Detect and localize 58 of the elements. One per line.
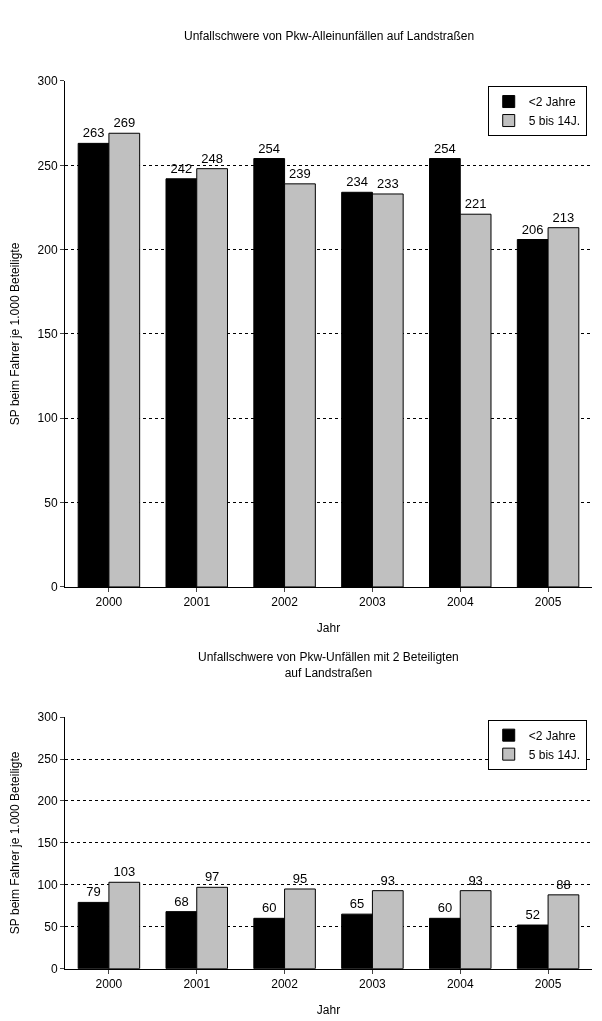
y-tick-label: 0: [50, 580, 58, 595]
x-tick-label: 2002: [271, 977, 299, 992]
y-tick-label: 50: [44, 919, 58, 934]
data-label: 233: [376, 175, 399, 191]
data-label: 103: [113, 864, 136, 880]
y-tick-label: 250: [37, 752, 58, 767]
data-label: 242: [170, 160, 193, 176]
y-tick-label: 250: [37, 158, 58, 173]
data-label: 93: [468, 872, 483, 888]
data-label: 97: [204, 869, 220, 885]
data-label: 52: [525, 907, 540, 923]
y-axis-title: SP beim Fahrer je 1.000 Beteiligte: [7, 751, 22, 935]
data-label: 206: [521, 221, 544, 237]
legend-label: 5 bis 14J.: [528, 747, 581, 762]
legend-label: <2 Jahre: [528, 95, 577, 110]
x-axis-title: Jahr: [316, 1002, 341, 1017]
chart-title: Unfallschwere von Pkw-Unfällen mit 2 Beteiligten auf Landstraßen: [198, 650, 459, 680]
legend-label: <2 Jahre: [528, 728, 577, 743]
legend-label: 5 bis 14J.: [528, 114, 581, 129]
data-label: 95: [292, 870, 308, 886]
x-tick-label: 2001: [183, 595, 211, 610]
x-axis-title: Jahr: [316, 621, 341, 636]
x-tick-label: 2005: [534, 977, 562, 992]
y-tick-label: 300: [37, 710, 58, 725]
y-tick-label: 200: [37, 794, 58, 809]
x-tick-label: 2003: [359, 977, 387, 992]
x-tick-label: 2004: [446, 595, 474, 610]
data-label: 234: [346, 174, 368, 190]
y-tick-label: 50: [44, 495, 58, 510]
y-tick-label: 100: [37, 411, 58, 426]
data-label: 254: [258, 140, 281, 156]
data-label: 254: [434, 140, 456, 156]
x-tick-label: 2000: [95, 977, 123, 992]
y-tick-label: 0: [50, 961, 58, 976]
y-axis-title: SP beim Fahrer je 1.000 Beteiligte: [7, 242, 22, 426]
data-label: 79: [86, 884, 101, 900]
x-tick-label: 2003: [359, 595, 387, 610]
data-label: 263: [82, 125, 105, 141]
data-label: 221: [464, 196, 487, 212]
y-tick-label: 150: [37, 836, 58, 851]
data-label: 60: [261, 900, 277, 916]
chart-title: Unfallschwere von Pkw-Alleinunfällen auf Landstraßen: [184, 29, 475, 43]
y-tick-label: 200: [37, 242, 58, 257]
data-label: 213: [552, 209, 575, 225]
data-label: 60: [437, 900, 453, 916]
data-label: 239: [289, 165, 311, 181]
data-label: 68: [174, 893, 189, 909]
y-tick-label: 300: [37, 74, 58, 89]
data-label: 269: [113, 115, 136, 131]
y-tick-label: 150: [37, 327, 58, 342]
x-tick-label: 2001: [183, 977, 211, 992]
x-tick-label: 2000: [95, 595, 123, 610]
data-label: 248: [201, 150, 223, 166]
x-tick-label: 2004: [446, 977, 474, 992]
data-label: 65: [349, 896, 365, 912]
x-tick-label: 2005: [534, 595, 562, 610]
x-tick-label: 2002: [271, 595, 299, 610]
y-tick-label: 100: [37, 878, 58, 892]
